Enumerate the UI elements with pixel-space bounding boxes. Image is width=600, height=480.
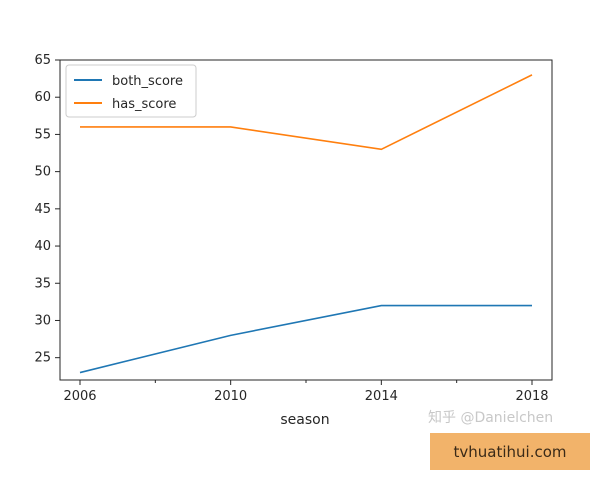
watermark-text: 知乎 @Danielchen [428, 409, 553, 426]
y-tick-label: 25 [34, 351, 51, 366]
legend-label-has-score: has_score [112, 97, 176, 112]
y-tick-label: 35 [34, 276, 51, 291]
y-tick-label: 55 [34, 127, 51, 142]
legend: both_score has_score [65, 64, 197, 118]
y-tick-label: 45 [34, 202, 51, 217]
site-badge: tvhuatihui.com [430, 433, 590, 470]
x-tick-label: 2006 [63, 389, 96, 404]
x-tick-label: 2010 [214, 389, 247, 404]
y-tick-label: 40 [34, 239, 51, 254]
series-line-both-score [79, 304, 532, 374]
x-axis-label: season [280, 412, 329, 428]
x-axis: 2006 2010 2014 2018 [63, 380, 549, 404]
series-line-has-score [80, 74, 533, 151]
x-tick-label: 2018 [515, 389, 548, 404]
y-tick-label: 50 [34, 165, 51, 180]
y-tick-label: 60 [34, 90, 51, 105]
series-lines [79, 74, 533, 374]
x-tick-label: 2014 [365, 389, 398, 404]
y-tick-label: 30 [34, 313, 51, 328]
y-tick-label: 65 [34, 53, 51, 68]
y-axis: 25 30 35 40 45 50 55 60 65 [34, 53, 60, 366]
legend-label-both-score: both_score [112, 74, 183, 89]
